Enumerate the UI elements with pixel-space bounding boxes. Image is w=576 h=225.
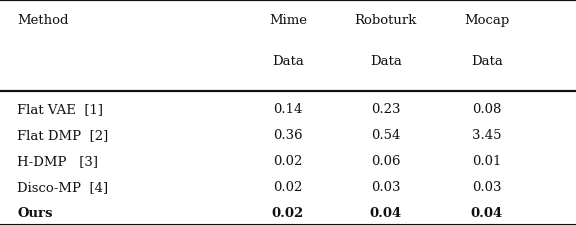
Text: 0.02: 0.02 bbox=[274, 180, 302, 193]
Text: 0.54: 0.54 bbox=[372, 128, 400, 142]
Text: 0.04: 0.04 bbox=[370, 206, 402, 219]
Text: Data: Data bbox=[272, 54, 304, 67]
Text: Roboturk: Roboturk bbox=[355, 14, 417, 27]
Text: 0.08: 0.08 bbox=[472, 103, 501, 116]
Text: 0.06: 0.06 bbox=[371, 154, 401, 167]
Text: Method: Method bbox=[17, 14, 69, 27]
Text: Data: Data bbox=[370, 54, 402, 67]
Text: 3.45: 3.45 bbox=[472, 128, 502, 142]
Text: Flat VAE  [1]: Flat VAE [1] bbox=[17, 103, 103, 116]
Text: 0.03: 0.03 bbox=[472, 180, 502, 193]
Text: 0.36: 0.36 bbox=[273, 128, 303, 142]
Text: 0.23: 0.23 bbox=[371, 103, 401, 116]
Text: 0.02: 0.02 bbox=[274, 154, 302, 167]
Text: Ours: Ours bbox=[17, 206, 53, 219]
Text: 0.04: 0.04 bbox=[471, 206, 503, 219]
Text: H-DMP   [3]: H-DMP [3] bbox=[17, 154, 98, 167]
Text: Data: Data bbox=[471, 54, 503, 67]
Text: 0.02: 0.02 bbox=[272, 206, 304, 219]
Text: Mocap: Mocap bbox=[464, 14, 509, 27]
Text: Disco-MP  [4]: Disco-MP [4] bbox=[17, 180, 108, 193]
Text: 0.03: 0.03 bbox=[371, 180, 401, 193]
Text: Mime: Mime bbox=[269, 14, 307, 27]
Text: Flat DMP  [2]: Flat DMP [2] bbox=[17, 128, 108, 142]
Text: 0.01: 0.01 bbox=[472, 154, 501, 167]
Text: 0.14: 0.14 bbox=[274, 103, 302, 116]
